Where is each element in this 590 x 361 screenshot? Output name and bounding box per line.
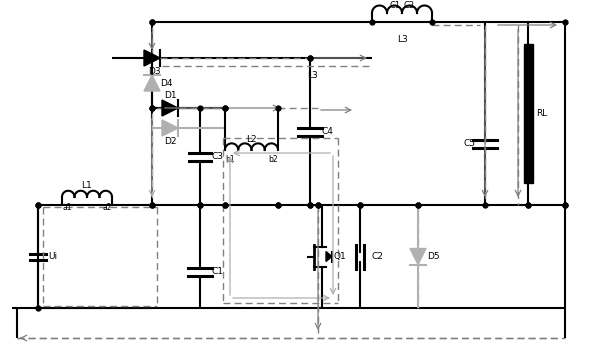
Polygon shape: [326, 252, 332, 261]
Text: C5: C5: [463, 139, 475, 148]
Text: Ui: Ui: [48, 252, 58, 261]
Polygon shape: [144, 50, 160, 66]
Text: L1: L1: [81, 182, 93, 191]
Polygon shape: [162, 120, 178, 136]
Text: D3: D3: [148, 68, 160, 77]
Text: b1: b1: [225, 156, 235, 165]
Text: C4: C4: [321, 127, 333, 136]
Text: D2: D2: [164, 138, 176, 147]
Text: D1: D1: [163, 91, 176, 100]
Text: Q1: Q1: [333, 252, 346, 261]
Polygon shape: [144, 75, 160, 91]
Text: C1: C1: [389, 1, 401, 10]
Text: RL: RL: [536, 109, 548, 118]
Text: L2: L2: [246, 135, 257, 144]
Text: D5: D5: [427, 252, 440, 261]
Bar: [523, 44, 533, 183]
Text: L3: L3: [307, 71, 317, 81]
Text: C2: C2: [371, 252, 383, 261]
Text: b2: b2: [268, 156, 278, 165]
Text: C2: C2: [404, 1, 415, 10]
Text: a1: a1: [63, 203, 72, 212]
Text: C3: C3: [211, 152, 223, 161]
Text: D4: D4: [160, 78, 172, 87]
Polygon shape: [162, 100, 178, 116]
Polygon shape: [410, 248, 426, 265]
Text: a2: a2: [102, 203, 112, 212]
Text: L3: L3: [396, 35, 407, 44]
Text: C1: C1: [211, 267, 223, 276]
